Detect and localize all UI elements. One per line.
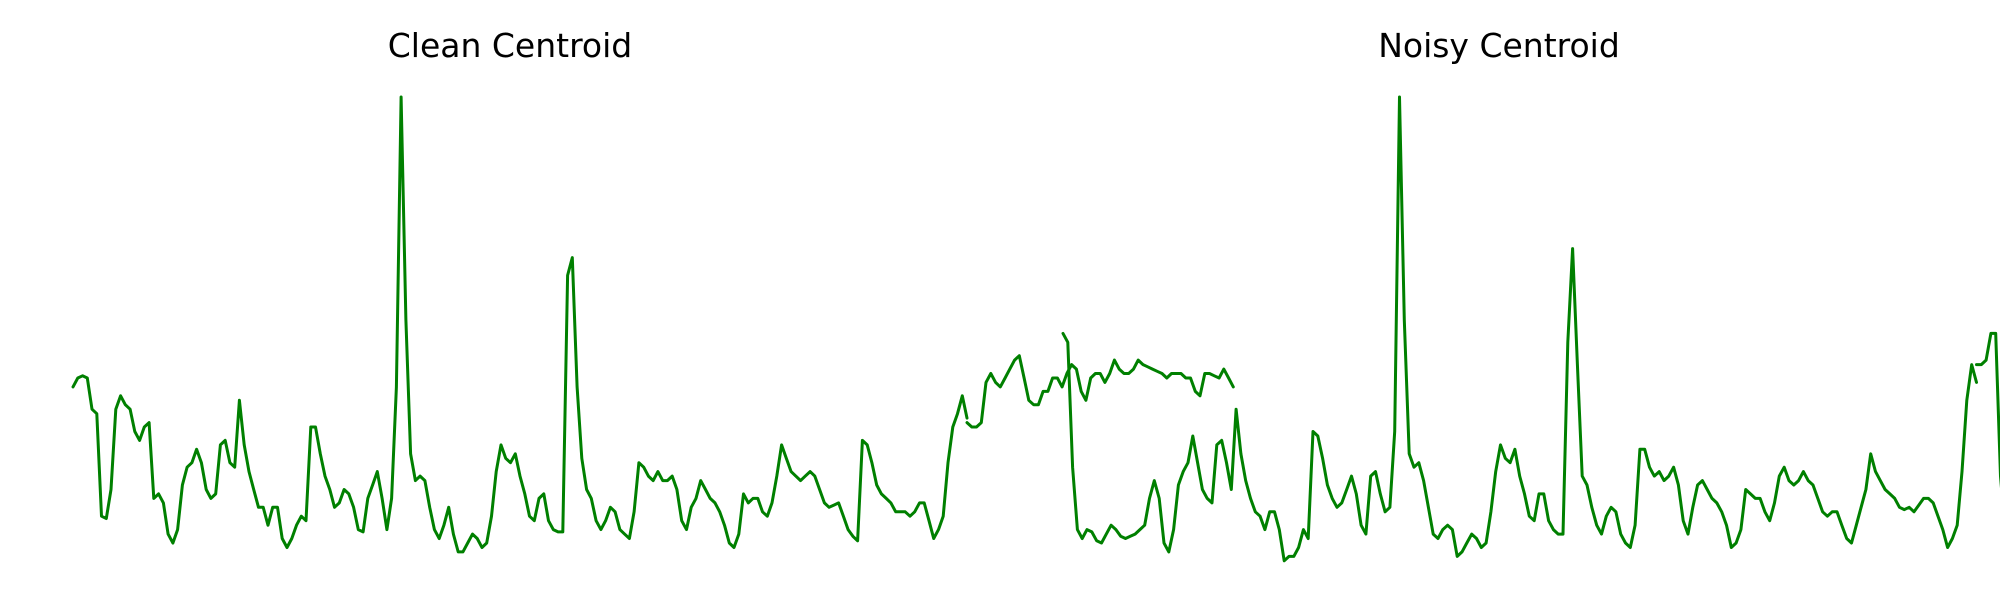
clean-centroid-title: Clean Centroid (388, 26, 633, 65)
noisy-centroid-panel: Noisy Centroid (1061, 26, 2000, 563)
clean-centroid-lines (71, 95, 1235, 554)
noisy-centroid-lines (1061, 95, 2000, 563)
clean-centroid-series-1 (965, 354, 1235, 429)
clean-centroid-panel: Clean Centroid (71, 26, 1235, 554)
noisy-centroid-title: Noisy Centroid (1378, 26, 1620, 65)
noisy-centroid-series-0 (1061, 95, 1978, 563)
clean-centroid-series-0 (71, 95, 969, 554)
